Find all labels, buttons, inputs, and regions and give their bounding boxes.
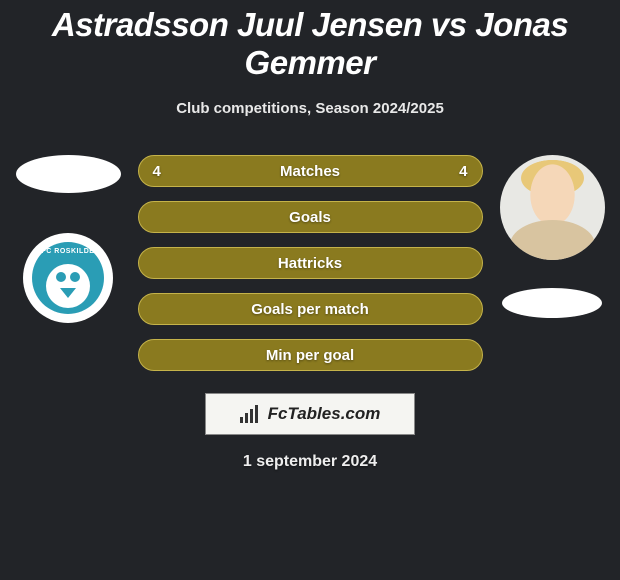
page-title: Astradsson Juul Jensen vs Jonas Gemmer	[0, 0, 620, 82]
stat-label: Hattricks	[278, 255, 342, 272]
date-label: 1 september 2024	[0, 453, 620, 471]
stat-left-value: 4	[153, 163, 161, 180]
brand-watermark: FcTables.com	[205, 393, 415, 435]
comparison-panel: FC ROSKILDE 4 Matches 4 Goals Hattricks …	[0, 155, 620, 471]
stat-row-min-per-goal: Min per goal	[138, 339, 483, 371]
stat-label: Goals	[289, 209, 331, 226]
stat-row-goals-per-match: Goals per match	[138, 293, 483, 325]
right-player-avatar	[500, 155, 605, 260]
bar-chart-icon	[240, 405, 262, 423]
club-badge-inner: FC ROSKILDE	[32, 242, 104, 314]
stat-row-goals: Goals	[138, 201, 483, 233]
stats-list: 4 Matches 4 Goals Hattricks Goals per ma…	[138, 155, 483, 371]
stat-row-matches: 4 Matches 4	[138, 155, 483, 187]
right-player-column	[492, 155, 612, 318]
left-player-column: FC ROSKILDE	[8, 155, 128, 323]
club-badge-text: FC ROSKILDE	[32, 248, 104, 255]
brand-text: FcTables.com	[268, 404, 381, 424]
stat-label: Goals per match	[251, 301, 369, 318]
page-subtitle: Club competitions, Season 2024/2025	[0, 100, 620, 117]
left-player-avatar	[16, 155, 121, 193]
stat-label: Matches	[280, 163, 340, 180]
right-club-badge	[502, 288, 602, 318]
stat-label: Min per goal	[266, 347, 354, 364]
stat-row-hattricks: Hattricks	[138, 247, 483, 279]
club-badge-bird-icon	[46, 264, 90, 308]
left-club-badge: FC ROSKILDE	[23, 233, 113, 323]
stat-right-value: 4	[459, 163, 467, 180]
